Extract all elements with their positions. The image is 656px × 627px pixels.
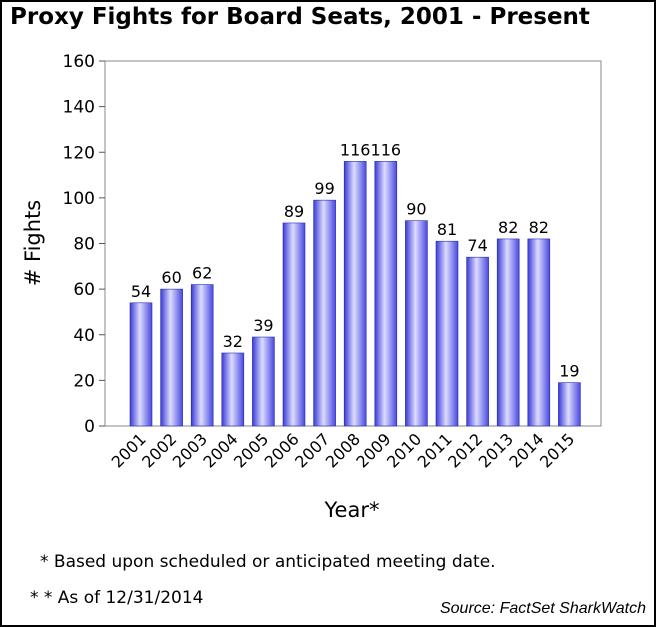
y-tick-label: 100 <box>63 189 95 209</box>
source-note: Source: FactSet SharkWatch <box>439 600 646 617</box>
bar-2010 <box>405 220 428 427</box>
bar-2012 <box>466 256 489 427</box>
bar-2003 <box>190 284 214 427</box>
data-label-2012: 74 <box>467 236 487 255</box>
x-axis-label: Year* <box>324 498 380 522</box>
bar-2015 <box>558 382 581 427</box>
y-tick-label: 140 <box>63 98 95 118</box>
y-tick-label: 120 <box>63 143 95 163</box>
y-tick-label: 80 <box>73 235 95 255</box>
x-tick-label-2003: 2003 <box>169 429 211 471</box>
x-tick-label-2008: 2008 <box>322 429 364 471</box>
data-label-2010: 90 <box>406 200 426 219</box>
data-label-2011: 81 <box>437 220 457 239</box>
y-tick-label: 160 <box>63 52 95 72</box>
data-label-2002: 60 <box>161 268 181 287</box>
data-label-2014: 82 <box>529 218 549 237</box>
y-tick-label: 60 <box>73 280 95 300</box>
data-label-2004: 32 <box>223 332 243 351</box>
as-of-note: * * As of 12/31/2014 <box>30 588 204 608</box>
data-label-2001: 54 <box>131 282 151 301</box>
x-tick-label-2010: 2010 <box>383 429 425 471</box>
bar-2013 <box>496 238 520 427</box>
x-tick-label-2015: 2015 <box>536 429 578 471</box>
bar-2009 <box>374 161 398 427</box>
x-tick-label-2001: 2001 <box>108 429 150 471</box>
y-tick-label: 0 <box>84 417 95 437</box>
bar-2006 <box>282 222 306 427</box>
bar-2001 <box>129 302 153 427</box>
bar-2004 <box>221 352 245 427</box>
x-tick-label-2014: 2014 <box>505 429 547 471</box>
bar-2007 <box>313 199 336 427</box>
x-tick-label-2005: 2005 <box>230 429 272 471</box>
bar-2008 <box>343 161 367 427</box>
x-tick-label-2012: 2012 <box>444 429 486 471</box>
footnote: * Based upon scheduled or anticipated me… <box>40 552 496 572</box>
data-label-2008: 116 <box>340 140 371 159</box>
bar-2011 <box>435 240 459 427</box>
x-tick-label-2002: 2002 <box>138 429 180 471</box>
y-axis-label: # Fights <box>21 200 45 286</box>
bar-2005 <box>252 336 275 427</box>
x-tick-label-2013: 2013 <box>475 429 517 471</box>
data-label-2013: 82 <box>498 218 518 237</box>
x-tick-label-2007: 2007 <box>291 429 333 471</box>
x-tick-label-2009: 2009 <box>352 429 394 471</box>
y-tick-label: 20 <box>73 371 95 391</box>
x-tick-label-2011: 2011 <box>414 429 456 471</box>
bar-2002 <box>160 288 183 427</box>
chart-title: Proxy Fights for Board Seats, 2001 - Pre… <box>10 4 590 30</box>
data-label-2006: 89 <box>284 202 304 221</box>
data-label-2005: 39 <box>253 316 273 335</box>
data-label-2015: 19 <box>559 362 579 381</box>
data-label-2009: 116 <box>371 140 402 159</box>
x-tick-label-2006: 2006 <box>261 429 303 471</box>
x-tick-label-2004: 2004 <box>199 429 241 471</box>
data-label-2007: 99 <box>314 179 334 198</box>
bar-2014 <box>527 238 551 427</box>
data-label-2003: 62 <box>192 264 212 283</box>
y-tick-label: 40 <box>73 326 95 346</box>
